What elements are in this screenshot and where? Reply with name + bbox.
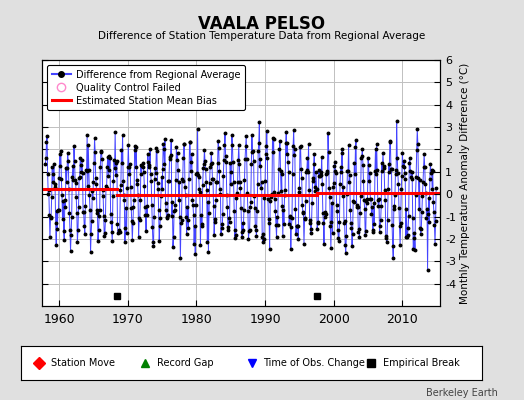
- Text: 2010: 2010: [387, 313, 418, 326]
- Y-axis label: Monthly Temperature Anomaly Difference (°C): Monthly Temperature Anomaly Difference (…: [460, 62, 471, 304]
- Text: Time of Obs. Change: Time of Obs. Change: [263, 358, 365, 368]
- Text: 2000: 2000: [318, 313, 350, 326]
- Text: Record Gap: Record Gap: [157, 358, 214, 368]
- Text: Difference of Station Temperature Data from Regional Average: Difference of Station Temperature Data f…: [99, 31, 425, 41]
- Text: 1980: 1980: [181, 313, 212, 326]
- Text: VAALA PELSO: VAALA PELSO: [199, 15, 325, 33]
- Text: Station Move: Station Move: [51, 358, 115, 368]
- Text: 1970: 1970: [112, 313, 144, 326]
- Text: Empirical Break: Empirical Break: [383, 358, 460, 368]
- Text: 1960: 1960: [43, 313, 75, 326]
- Text: 1990: 1990: [249, 313, 281, 326]
- Text: Berkeley Earth: Berkeley Earth: [426, 388, 498, 398]
- Legend: Difference from Regional Average, Quality Control Failed, Estimated Station Mean: Difference from Regional Average, Qualit…: [47, 65, 245, 110]
